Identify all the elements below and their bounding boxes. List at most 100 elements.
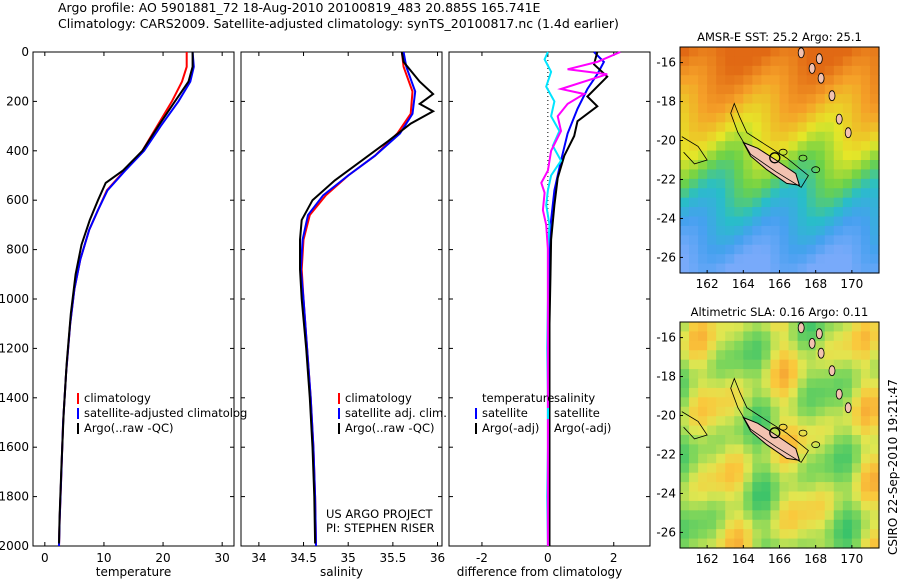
map-cell (842, 453, 853, 464)
map-cell (689, 529, 699, 540)
map-cell (806, 378, 817, 389)
map-cell (842, 169, 853, 180)
map-cell (725, 244, 735, 255)
map-y-tick-label: -24 (656, 211, 676, 225)
map-cell (797, 160, 808, 171)
map-cell (860, 538, 871, 549)
map-cell (815, 340, 826, 351)
map-cell (842, 207, 853, 218)
map-cell (761, 65, 772, 76)
map-cell (716, 416, 726, 427)
map-cell (707, 444, 717, 455)
legend-diff-salinity-label: salinity (554, 391, 595, 405)
map-cell (842, 225, 853, 236)
map-cell (860, 216, 871, 227)
legend-salinity-label: Argo(..raw -QC) (345, 421, 435, 435)
map-cell (833, 340, 844, 351)
map-cell (752, 350, 763, 361)
map-cell (815, 244, 826, 255)
x-tick-label: 30 (215, 551, 230, 565)
map-cell (698, 160, 708, 171)
map-cell (851, 453, 862, 464)
map-cell (725, 359, 735, 370)
map-cell (824, 500, 835, 511)
map-cell (725, 472, 735, 483)
map-cell (734, 235, 744, 246)
map-cell (725, 510, 735, 521)
map-cell (869, 500, 880, 511)
map-cell (842, 263, 853, 274)
map-cell (707, 207, 717, 218)
map-cell (680, 369, 690, 380)
map-cell (707, 500, 717, 511)
map-cell (680, 425, 690, 436)
map-cell (752, 75, 763, 86)
map-cell (770, 84, 781, 95)
map-cell (725, 435, 735, 446)
map-cell (680, 263, 690, 274)
map-cell (815, 538, 826, 549)
map-cell (806, 178, 817, 189)
map-cell (707, 322, 717, 333)
map-x-tick-label: 162 (696, 552, 719, 566)
map-cell (833, 491, 844, 502)
map-cell (698, 225, 708, 236)
map-cell (689, 122, 699, 133)
map-cell (824, 406, 835, 417)
map-cell (833, 216, 844, 227)
map-cell (788, 75, 799, 86)
map-cell (797, 122, 808, 133)
map-cell (725, 369, 735, 380)
map-cell (743, 131, 753, 142)
map-cell (824, 216, 835, 227)
map-cell (761, 94, 772, 105)
map-cell (779, 350, 790, 361)
map-cell (824, 169, 835, 180)
map-cell (851, 529, 862, 540)
map-cell (833, 425, 844, 436)
map-cell (725, 397, 735, 408)
map-cell (734, 529, 744, 540)
map-cell (734, 519, 744, 530)
map-cell (851, 112, 862, 123)
map-cell (797, 65, 808, 76)
map-cell (698, 84, 708, 95)
map-cell (725, 84, 735, 95)
map-cell (815, 131, 826, 142)
island-vanuatu (835, 113, 843, 125)
map-cell (797, 387, 808, 398)
map-cell (707, 112, 717, 123)
map-cell (761, 406, 772, 417)
map-cell (707, 84, 717, 95)
map-cell (779, 207, 790, 218)
map-cell (833, 254, 844, 265)
map-cell (788, 397, 799, 408)
map-cell (734, 340, 744, 351)
map-cell (869, 340, 880, 351)
map-cell (761, 538, 772, 549)
map-cell (689, 169, 699, 180)
map-cell (707, 47, 717, 58)
map-cell (869, 406, 880, 417)
map-cell (752, 225, 763, 236)
map-cell (734, 122, 744, 133)
legend-diff-temperature-label: Argo(-adj) (482, 421, 539, 435)
map-cell (707, 75, 717, 86)
map-cell (743, 188, 753, 199)
map-cell (806, 254, 817, 265)
map-cell (734, 378, 744, 389)
map-cell (779, 453, 790, 464)
map-cell (770, 225, 781, 236)
map-cell (689, 141, 699, 152)
map-cell (734, 331, 744, 342)
map-cell (689, 112, 699, 123)
map-cell (680, 331, 690, 342)
map-cell (716, 188, 726, 199)
map-y-tick-label: -26 (656, 525, 676, 539)
map-cell (833, 65, 844, 76)
map-cell (815, 188, 826, 199)
map-cell (752, 178, 763, 189)
map-cell (716, 397, 726, 408)
map-cell (725, 444, 735, 455)
map-cell (743, 435, 753, 446)
